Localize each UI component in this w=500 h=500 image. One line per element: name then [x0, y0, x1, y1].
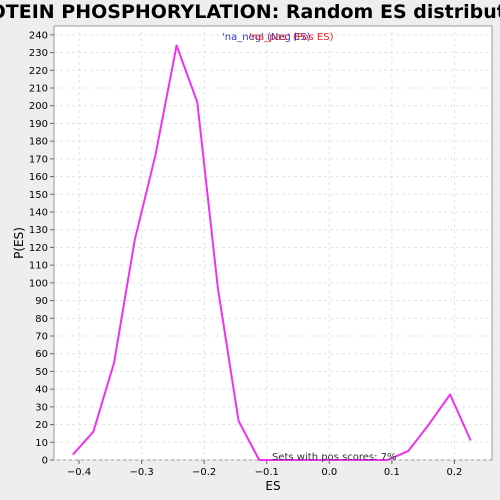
- x-axis-ticks: −0.4 −0.3 −0.2 −0.1 0.0 0.1 0.2: [67, 460, 463, 478]
- y-tick-label: 180: [29, 137, 48, 148]
- y-tick-label: 20: [35, 420, 48, 431]
- grid: [54, 26, 492, 461]
- y-tick-label: 0: [42, 456, 48, 467]
- pos-scores-annotation: Sets with pos scores: 7%: [272, 452, 397, 463]
- y-tick-label: 230: [29, 48, 48, 59]
- y-tick-label: 200: [29, 101, 48, 112]
- series-line-0: [72, 44, 472, 461]
- chart-title: PROTEIN PHOSPHORYLATION: Random ES distr…: [0, 1, 500, 23]
- y-tick-label: 10: [35, 438, 48, 449]
- y-tick-label: 70: [35, 332, 48, 343]
- x-tick-label: 0.0: [321, 467, 337, 478]
- y-tick-label: 90: [35, 296, 48, 307]
- y-tick-label: 220: [29, 66, 48, 77]
- y-tick-label: 210: [29, 84, 48, 95]
- plot-area: [53, 25, 493, 461]
- x-tick-label: 0.1: [384, 467, 400, 478]
- legend-entry-neg: 'na_neg' (Neg ES): [222, 32, 311, 43]
- y-tick-label: 110: [29, 261, 48, 272]
- y-tick-label: 240: [29, 30, 48, 41]
- y-tick-label: 30: [35, 402, 48, 413]
- y-axis-label: P(ES): [12, 227, 26, 259]
- y-tick-label: 170: [29, 154, 48, 165]
- y-tick-label: 100: [29, 278, 48, 289]
- x-tick-label: −0.3: [129, 467, 153, 478]
- y-tick-label: 190: [29, 119, 48, 130]
- y-tick-label: 130: [29, 225, 48, 236]
- x-tick-label: −0.4: [67, 467, 91, 478]
- y-axis-ticks: 0 10 20 30 40 50 60 70 80 90 100 110 120 130 140 150 160…: [29, 30, 54, 467]
- y-tick-label: 160: [29, 172, 48, 183]
- series-layer: [72, 44, 472, 461]
- x-tick-label: −0.2: [192, 467, 216, 478]
- y-tick-label: 150: [29, 190, 48, 201]
- x-axis-label: ES: [265, 479, 280, 493]
- y-tick-label: 140: [29, 208, 48, 219]
- y-tick-label: 120: [29, 243, 48, 254]
- legend: 'na_neg' (Neg ES) 'na_pos' (Pos ES): [222, 32, 334, 43]
- y-tick-label: 60: [35, 349, 48, 360]
- legend-entry-pos: 'na_pos' (Pos ES): [249, 32, 334, 43]
- x-tick-label: 0.2: [447, 467, 463, 478]
- x-tick-label: −0.1: [255, 467, 279, 478]
- y-tick-label: 50: [35, 367, 48, 378]
- y-tick-label: 80: [35, 314, 48, 325]
- y-tick-label: 40: [35, 385, 48, 396]
